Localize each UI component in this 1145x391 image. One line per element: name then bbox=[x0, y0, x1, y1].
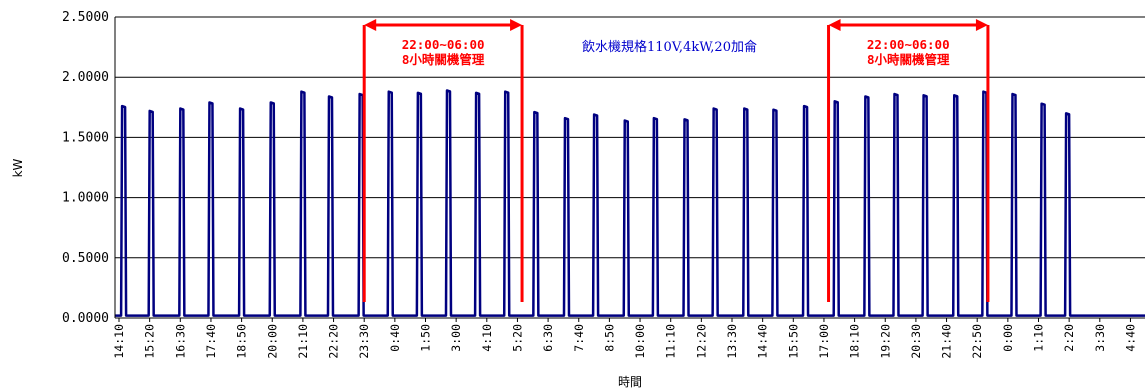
data-point bbox=[389, 91, 391, 93]
x-tick-label: 19:20 bbox=[878, 324, 892, 359]
annotation-time-label: 22:00~06:00 bbox=[402, 37, 485, 52]
x-tick-label: 7:40 bbox=[572, 324, 586, 352]
x-tick-label: 17:40 bbox=[204, 324, 218, 359]
arrow-left-icon bbox=[828, 19, 841, 31]
data-point bbox=[866, 95, 868, 97]
x-tick-label: 4:40 bbox=[1123, 324, 1137, 352]
y-tick-label: 2.0000 bbox=[62, 70, 109, 85]
annotation-desc-label: 8小時關機管理 bbox=[867, 52, 950, 67]
data-point bbox=[302, 91, 304, 93]
data-point bbox=[271, 101, 273, 103]
y-tick-label: 2.5000 bbox=[62, 10, 109, 25]
data-point bbox=[805, 105, 807, 107]
x-tick-label: 17:00 bbox=[817, 324, 831, 359]
x-tick-label: 16:30 bbox=[173, 324, 187, 359]
data-point bbox=[714, 108, 716, 110]
y-tick-label: 1.5000 bbox=[62, 130, 109, 145]
data-point bbox=[924, 94, 926, 96]
arrow-right-icon bbox=[510, 19, 523, 31]
data-point bbox=[1013, 93, 1015, 95]
data-point bbox=[895, 93, 897, 95]
x-tick-label: 3:00 bbox=[449, 324, 463, 352]
x-tick-label: 20:30 bbox=[909, 324, 923, 359]
x-tick-label: 15:50 bbox=[786, 324, 800, 359]
data-point bbox=[774, 109, 776, 111]
data-point bbox=[685, 118, 687, 120]
y-tick-label: 0.0000 bbox=[62, 311, 109, 326]
series-line bbox=[115, 89, 1145, 317]
x-tick-label: 0:40 bbox=[388, 324, 402, 352]
y-tick-label: 0.5000 bbox=[62, 251, 109, 266]
x-tick-label: 18:10 bbox=[848, 324, 862, 359]
data-point bbox=[241, 108, 243, 110]
axes-group: 0.0000 0.5000 1.0000 1.5000 2.0000 2.5000 14:1… bbox=[62, 10, 1145, 359]
data-point bbox=[329, 95, 331, 97]
x-tick-label: 8:50 bbox=[602, 324, 616, 352]
data-point bbox=[181, 108, 183, 110]
x-tick-label: 14:40 bbox=[756, 324, 770, 359]
x-tick-label: 13:30 bbox=[725, 324, 739, 359]
arrow-right-icon bbox=[975, 19, 988, 31]
data-point bbox=[955, 94, 957, 96]
x-tick-label: 12:20 bbox=[694, 324, 708, 359]
data-point bbox=[418, 92, 420, 94]
x-tick-label: 14:10 bbox=[112, 324, 126, 359]
x-tick-label: 22:50 bbox=[970, 324, 984, 359]
data-point bbox=[447, 89, 449, 91]
data-point bbox=[654, 117, 656, 119]
data-point bbox=[477, 92, 479, 94]
data-point bbox=[535, 111, 537, 113]
gridlines bbox=[115, 16, 1145, 259]
x-tick-label: 1:10 bbox=[1032, 324, 1046, 352]
x-tick-label: 1:50 bbox=[419, 324, 433, 352]
data-point bbox=[595, 114, 597, 116]
data-point bbox=[360, 93, 362, 95]
data-point bbox=[1067, 112, 1069, 114]
x-tick-label: 15:20 bbox=[143, 324, 157, 359]
x-tick-label: 5:20 bbox=[510, 324, 524, 352]
x-tick-label: 20:00 bbox=[265, 324, 279, 359]
y-tick-label: 1.0000 bbox=[62, 191, 109, 206]
data-point bbox=[150, 110, 152, 112]
annotation-time-label: 22:00~06:00 bbox=[867, 37, 950, 52]
annotation-desc-label: 8小時關機管理 bbox=[402, 52, 485, 67]
data-point bbox=[565, 117, 567, 119]
data-point bbox=[123, 105, 125, 107]
data-point bbox=[506, 91, 508, 93]
data-point bbox=[745, 108, 747, 110]
x-tick-label: 2:20 bbox=[1062, 324, 1076, 352]
x-tick-label: 23:30 bbox=[357, 324, 371, 359]
x-tick-label: 0:00 bbox=[1001, 324, 1015, 352]
x-tick-label: 21:10 bbox=[296, 324, 310, 359]
x-tick-label: 21:40 bbox=[940, 324, 954, 359]
arrow-left-icon bbox=[364, 19, 377, 31]
spec-note: 飲水機規格110V,4kW,20加侖 bbox=[582, 39, 757, 55]
series-group bbox=[115, 89, 1145, 317]
x-tick-label: 10:00 bbox=[633, 324, 647, 359]
x-axis-label: 時間 bbox=[618, 375, 642, 389]
data-point bbox=[625, 120, 627, 122]
x-tick-label: 11:10 bbox=[664, 324, 678, 359]
y-axis-label: kW bbox=[11, 158, 25, 177]
data-point bbox=[984, 91, 986, 93]
x-tick-label: 6:30 bbox=[541, 324, 555, 352]
x-tick-label: 18:50 bbox=[235, 324, 249, 359]
data-point bbox=[210, 101, 212, 103]
data-point bbox=[1042, 103, 1044, 105]
x-tick-label: 22:20 bbox=[327, 324, 341, 359]
data-point bbox=[835, 100, 837, 102]
x-tick-label: 3:30 bbox=[1093, 324, 1107, 352]
x-tick-label: 4:10 bbox=[480, 324, 494, 352]
